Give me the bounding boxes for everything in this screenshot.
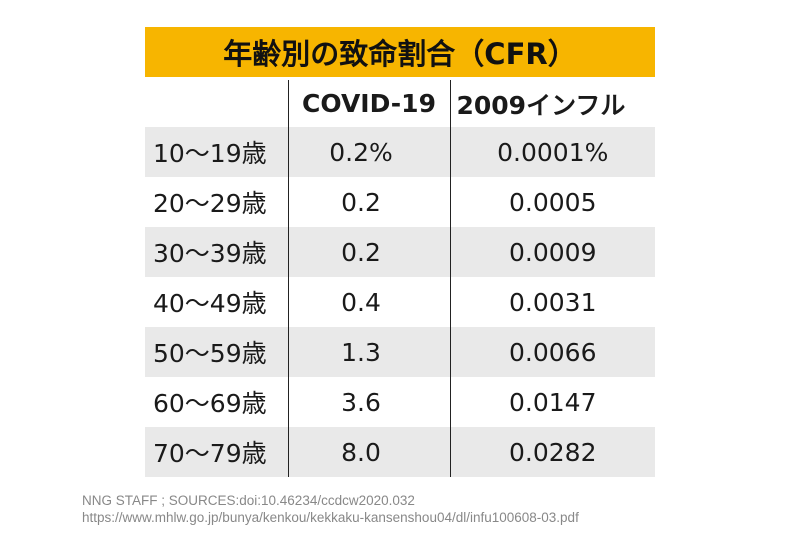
flu-cell: 0.0282 (450, 427, 655, 477)
header-covid: COVID-19 (288, 80, 451, 127)
table-row: 10〜19歳 0.2% 0.0001% (145, 127, 655, 177)
table-row: 30〜39歳 0.2 0.0009 (145, 227, 655, 277)
cfr-table: COVID-19 2009インフル 10〜19歳 0.2% 0.0001% 20〜29… (145, 80, 655, 477)
age-cell: 20〜29歳 (145, 177, 289, 227)
source-line-1: NNG STAFF ; SOURCES:doi:10.46234/ccdcw20… (82, 493, 415, 508)
table-row: 60〜69歳 3.6 0.0147 (145, 377, 655, 427)
covid-cell: 3.6 (288, 377, 451, 427)
age-cell: 10〜19歳 (145, 127, 289, 177)
header-flu: 2009インフル (456, 90, 626, 120)
flu-cell: 0.0009 (450, 227, 655, 277)
covid-cell: 0.4 (288, 277, 451, 327)
covid-cell: 0.2 (288, 177, 451, 227)
covid-cell: 0.2 (288, 227, 451, 277)
source-line-2: https://www.mhlw.go.jp/bunya/kenkou/kekk… (82, 510, 579, 525)
flu-cell: 0.0147 (509, 387, 597, 417)
age-cell: 60〜69歳 (145, 377, 289, 427)
chart-title: 年齢別の致命割合（CFR） (145, 27, 655, 77)
age-cell: 50〜59歳 (145, 327, 289, 377)
flu-cell: 0.0005 (509, 187, 597, 217)
table-header-row: COVID-19 2009インフル (145, 80, 655, 127)
table-row: 50〜59歳 1.3 0.0066 (145, 327, 655, 377)
flu-cell: 0.0066 (450, 327, 655, 377)
flu-cell: 0.0001% (450, 127, 655, 177)
table-row: 20〜29歳 0.2 0.0005 (145, 177, 655, 227)
source-note: NNG STAFF ; SOURCES:doi:10.46234/ccdcw20… (82, 492, 782, 526)
covid-cell: 1.3 (288, 327, 451, 377)
covid-cell: 0.2% (288, 127, 451, 177)
flu-cell: 0.0031 (509, 287, 597, 317)
age-cell: 70〜79歳 (145, 427, 289, 477)
age-cell: 30〜39歳 (145, 227, 289, 277)
table-row: 70〜79歳 8.0 0.0282 (145, 427, 655, 477)
age-cell: 40〜49歳 (145, 277, 289, 327)
table-body: 10〜19歳 0.2% 0.0001% 20〜29歳 0.2 0.0005 30〜39歳 0.… (145, 127, 655, 477)
covid-cell: 8.0 (288, 427, 451, 477)
table-row: 40〜49歳 0.4 0.0031 (145, 277, 655, 327)
header-age (145, 80, 289, 127)
